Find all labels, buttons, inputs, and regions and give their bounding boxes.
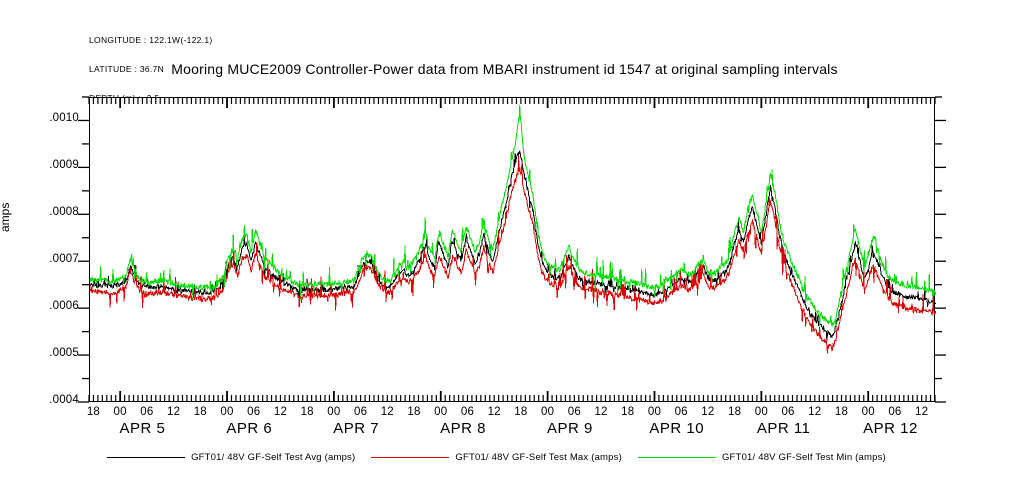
x-day-label: APR 7 xyxy=(333,420,380,437)
x-tick-hour: 06 xyxy=(567,406,581,418)
legend-item: GFT01/ 48V GF-Self Test Min (amps) xyxy=(637,452,902,463)
metadata-longitude: LONGITUDE : 122.1W(-122.1) xyxy=(89,35,213,46)
chart-legend: GFT01/ 48V GF-Self Test Avg (amps) GFT01/… xyxy=(0,452,1009,463)
x-tick-hour: 18 xyxy=(300,406,314,418)
plot-area xyxy=(89,97,936,402)
y-tick-label: .0008 xyxy=(49,206,79,219)
legend-item: GFT01/ 48V GF-Self Test Max (amps) xyxy=(371,452,638,463)
x-tick-hour: 00 xyxy=(754,406,768,418)
x-tick-hour: 00 xyxy=(541,406,555,418)
x-tick-hour: 12 xyxy=(273,406,288,418)
chart-canvas xyxy=(90,105,936,354)
chart-title: Mooring MUCE2009 Controller-Power data f… xyxy=(171,61,838,77)
x-tick-hour: 00 xyxy=(434,406,448,418)
legend-label: GFT01/ 48V GF-Self Test Min (amps) xyxy=(721,452,886,463)
y-tick-label: .0005 xyxy=(49,347,79,360)
x-tick-hour: 06 xyxy=(888,406,902,418)
x-tick-hour: 06 xyxy=(781,406,795,418)
x-tick-hour: 18 xyxy=(193,406,207,418)
legend-swatch xyxy=(107,457,186,458)
x-tick-hour: 12 xyxy=(701,406,715,418)
x-day-label: APR 12 xyxy=(863,420,918,437)
legend-item: GFT01/ 48V GF-Self Test Avg (amps) xyxy=(107,452,371,463)
x-day-label: APR 9 xyxy=(546,420,593,437)
x-tick-hour: 12 xyxy=(594,406,608,418)
x-tick-hour: 06 xyxy=(354,406,368,418)
x-tick-hour: 18 xyxy=(407,406,421,418)
x-tick-hour: 00 xyxy=(647,406,662,418)
x-tick-hour: 12 xyxy=(808,406,822,418)
x-tick-hour: 12 xyxy=(487,406,501,418)
legend-label: GFT01/ 48V GF-Self Test Max (amps) xyxy=(455,452,622,463)
legend-swatch xyxy=(637,457,716,458)
x-day-label: APR 11 xyxy=(756,420,811,437)
metadata-latitude: LATITUDE : 36.7N xyxy=(89,63,165,74)
legend-swatch xyxy=(371,457,450,458)
x-day-label: APR 8 xyxy=(440,420,486,437)
series-line-min xyxy=(90,105,936,327)
legend-label: GFT01/ 48V GF-Self Test Avg (amps) xyxy=(191,452,356,463)
y-tick-label: .0004 xyxy=(49,394,79,406)
y-tick-label: .0006 xyxy=(49,300,79,313)
x-tick-hour: 18 xyxy=(728,406,742,418)
x-day-label: APR 10 xyxy=(649,420,705,437)
x-day-label: APR 5 xyxy=(119,420,166,437)
series-line-max xyxy=(90,156,936,354)
x-tick-hour: 06 xyxy=(140,406,154,418)
y-tick-label: .0009 xyxy=(49,159,79,172)
x-day-label: APR 6 xyxy=(226,420,273,437)
x-tick-hour: 00 xyxy=(220,406,234,418)
x-tick-hour: 06 xyxy=(674,406,688,418)
x-tick-hour: 12 xyxy=(380,406,394,418)
x-tick-hour: 06 xyxy=(247,406,261,418)
x-tick-hour: 06 xyxy=(460,406,475,418)
x-tick-hour: 00 xyxy=(113,406,127,418)
x-tick-hour: 12 xyxy=(166,406,181,418)
x-tick-hour: 00 xyxy=(327,406,341,418)
x-tick-hour: 12 xyxy=(915,406,929,418)
x-tick-hour: 18 xyxy=(834,406,849,418)
x-tick-hour: 18 xyxy=(621,406,635,418)
x-tick-hour: 18 xyxy=(514,406,528,418)
x-tick-hour: 18 xyxy=(86,406,101,418)
y-tick-label: .0007 xyxy=(49,253,79,266)
x-tick-hour: 00 xyxy=(861,406,875,418)
y-tick-label: .0010 xyxy=(49,112,79,125)
